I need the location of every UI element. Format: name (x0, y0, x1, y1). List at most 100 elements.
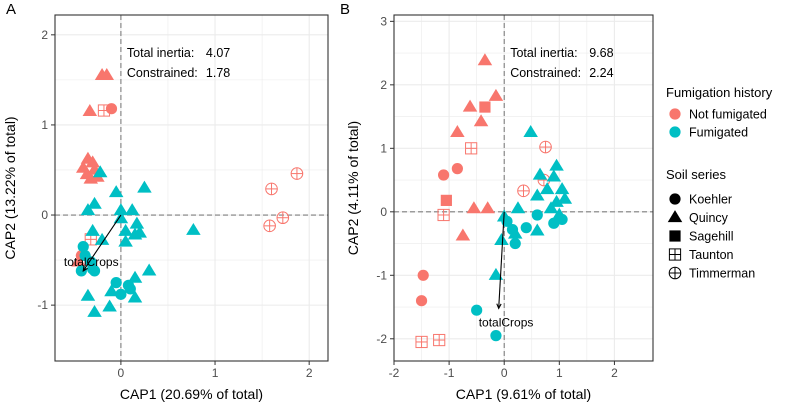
x-tick-label: -2 (389, 366, 400, 380)
data-point (415, 335, 428, 349)
data-point (85, 155, 100, 168)
data-point (523, 125, 538, 138)
x-tick-label: 1 (556, 366, 563, 380)
fumigation-legend-title: Fumigation history (666, 85, 773, 100)
data-point (466, 201, 482, 214)
data-point (530, 188, 545, 201)
circle-legend-key (669, 193, 681, 205)
data-point (455, 228, 471, 241)
data-point (127, 270, 143, 283)
y-axis-title: CAP2 (13.22% of total) (2, 116, 18, 259)
data-point (471, 304, 483, 316)
x-tick-label: 2 (611, 366, 618, 380)
panel-b: -2 -1 0 1 2 -2 -1 0 1 2 3 totalCrops Total inertia: 9… (340, 1, 654, 402)
y-tick-label: 1 (41, 118, 48, 132)
data-point (473, 114, 489, 127)
soil-legend-title: Soil series (666, 167, 726, 182)
data-point (450, 125, 465, 138)
y-tick-label: 3 (380, 14, 387, 28)
y-axis-title: CAP2 (4.11% of total) (345, 121, 361, 255)
annotation-value: 1.78 (206, 66, 230, 80)
data-point (477, 53, 493, 66)
data-point (433, 333, 446, 347)
y-tick-label: -1 (376, 268, 387, 282)
data-point (509, 237, 521, 250)
data-point (127, 290, 143, 303)
panel-label: B (340, 1, 350, 18)
data-point (437, 208, 450, 222)
data-point (94, 232, 110, 245)
data-point (548, 217, 560, 229)
panel-a: 0 1 2 -1 0 1 2 totalCrops Total inertia: 4.07 Cons… (2, 1, 329, 402)
data-point (462, 99, 478, 112)
data-point (108, 185, 124, 198)
data-point (276, 211, 290, 225)
data-point (517, 184, 530, 198)
data-point (104, 284, 119, 297)
legend-item-label: Koehler (689, 193, 732, 207)
square-legend-key (669, 230, 681, 242)
data-point (437, 169, 450, 181)
data-point (82, 104, 98, 116)
data-point (97, 104, 111, 117)
annotation-label: Total inertia: (127, 46, 194, 60)
y-tick-label: -1 (37, 298, 48, 312)
y-tick-label: 0 (41, 208, 48, 222)
data-point (263, 219, 276, 233)
data-point (80, 288, 96, 301)
legend-item-label: Quincy (689, 211, 729, 225)
data-point (543, 201, 559, 214)
not-fumigated-legend-swatch (669, 108, 681, 120)
y-tick-label: -2 (376, 332, 387, 346)
data-point (71, 254, 86, 267)
x-axis-title: CAP1 (9.61% of total) (456, 386, 591, 402)
annotation-label: Constrained: (510, 66, 581, 80)
data-point (506, 223, 519, 236)
y-tick-label: 0 (380, 205, 387, 219)
legend-item-label: Fumigated (689, 126, 748, 140)
data-point (520, 222, 532, 234)
data-point (87, 196, 102, 209)
x-tick-label: 0 (118, 366, 125, 380)
x-tick-label: -1 (444, 366, 455, 380)
data-point (85, 223, 100, 236)
data-point (127, 227, 143, 240)
triangle-legend-key (667, 210, 683, 223)
y-tick-label: 2 (380, 78, 387, 92)
legend-item-label: Not fumigated (689, 108, 767, 122)
annotation-label: Constrained: (127, 66, 198, 80)
data-point (92, 165, 108, 178)
data-point (494, 232, 509, 245)
data-point (77, 240, 89, 253)
data-point (110, 277, 122, 289)
panel-label: A (6, 1, 16, 18)
data-point (105, 103, 118, 115)
data-point (465, 142, 478, 155)
data-point (531, 209, 543, 221)
fumigated-legend-swatch (669, 126, 681, 138)
circle-plus-legend-key (668, 266, 682, 280)
data-point (530, 223, 545, 236)
annotation-value: 2.24 (589, 66, 613, 80)
data-point (549, 158, 564, 171)
data-point (479, 101, 491, 113)
data-point (490, 330, 502, 342)
data-point (510, 201, 526, 214)
data-point (141, 263, 157, 276)
data-point (480, 201, 495, 214)
data-point (417, 269, 429, 281)
panel-border (54, 14, 329, 362)
data-point (99, 67, 115, 80)
totalcrops-vector (82, 214, 122, 272)
annotation-label: Total inertia: (510, 46, 577, 60)
data-point (290, 167, 304, 180)
annotation-value: 9.68 (589, 46, 613, 60)
data-point (118, 234, 133, 247)
square-plus-legend-key (668, 248, 682, 261)
data-point (539, 140, 552, 154)
data-point (186, 222, 201, 235)
legend-item-label: Taunton (689, 248, 734, 262)
data-point (83, 171, 99, 184)
data-point (539, 182, 555, 195)
data-point (557, 191, 573, 204)
